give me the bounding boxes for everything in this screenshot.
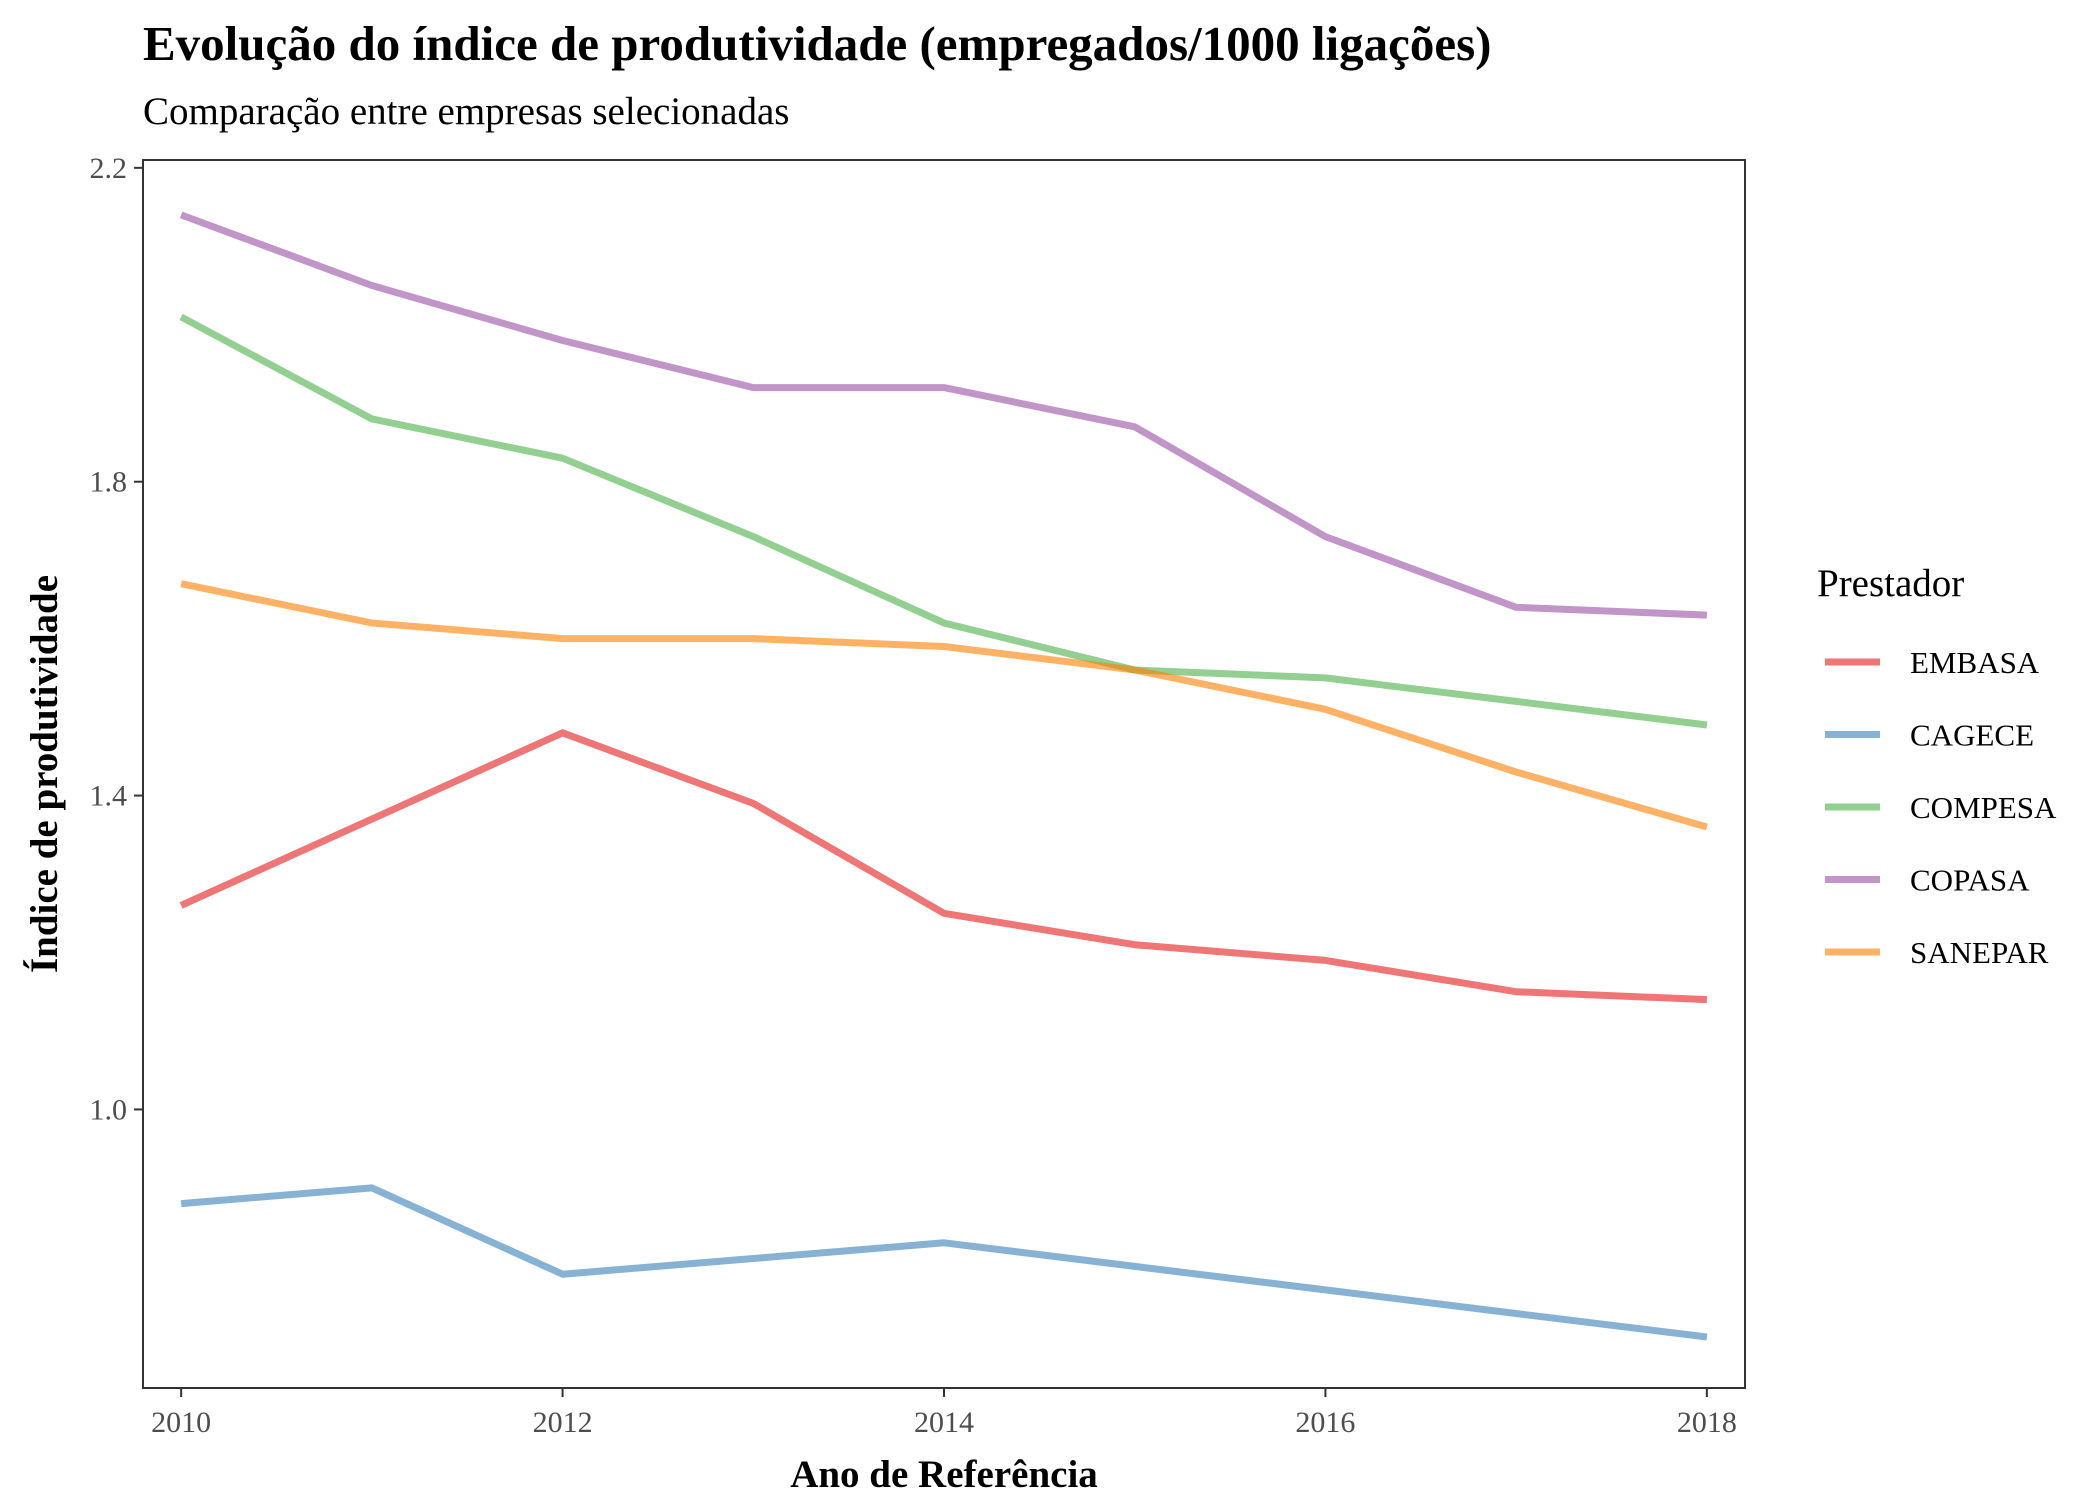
legend-label-compesa: COMPESA (1910, 790, 2057, 825)
legend-item-sanepar: SANEPAR (1825, 935, 2049, 970)
chart-title: Evolução do índice de produtividade (emp… (143, 16, 1491, 71)
legend-label-copasa: COPASA (1910, 863, 2030, 898)
y-tick-label: 1.0 (90, 1093, 128, 1126)
plot-panel-border (142, 159, 1746, 1389)
legend-items: EMBASA CAGECE COMPESA COPASA SANEPAR (1825, 645, 2057, 970)
series-line-embasa (179, 729, 1708, 1004)
legend-item-compesa: COMPESA (1825, 790, 2057, 825)
y-axis: 1.0 1.4 1.8 2.2 (90, 152, 143, 1126)
y-axis-title: Índice de produtividade (22, 575, 66, 973)
series-line-compesa (179, 313, 1708, 729)
y-tick-label: 2.2 (90, 152, 128, 185)
legend-label-sanepar: SANEPAR (1910, 935, 2049, 970)
legend-item-embasa: EMBASA (1825, 645, 2040, 680)
legend-item-copasa: COPASA (1825, 863, 2030, 898)
series-line-copasa (179, 211, 1708, 619)
legend-label-cagece: CAGECE (1910, 718, 2034, 753)
x-tick-label: 2014 (914, 1406, 974, 1439)
chart-subtitle: Comparação entre empresas selecionadas (143, 90, 789, 133)
x-tick-label: 2012 (533, 1406, 593, 1439)
legend-item-cagece: CAGECE (1825, 718, 2034, 753)
y-tick-label: 1.8 (90, 466, 128, 499)
x-tick-label: 2010 (151, 1406, 211, 1439)
legend: Prestador EMBASA CAGECE COMPESA COPASA SANEP… (1817, 562, 2057, 970)
series-layer (179, 211, 1708, 1341)
x-tick-label: 2018 (1677, 1406, 1737, 1439)
legend-label-embasa: EMBASA (1910, 645, 2040, 680)
y-tick-label: 1.4 (90, 780, 128, 813)
x-tick-label: 2016 (1295, 1406, 1355, 1439)
x-axis: 2010 2012 2014 2016 2018 (151, 1388, 1737, 1439)
series-line-cagece (180, 1184, 1708, 1341)
legend-title: Prestador (1817, 562, 1964, 605)
series-line-sanepar (180, 580, 1708, 831)
x-axis-title: Ano de Referência (790, 1453, 1098, 1496)
